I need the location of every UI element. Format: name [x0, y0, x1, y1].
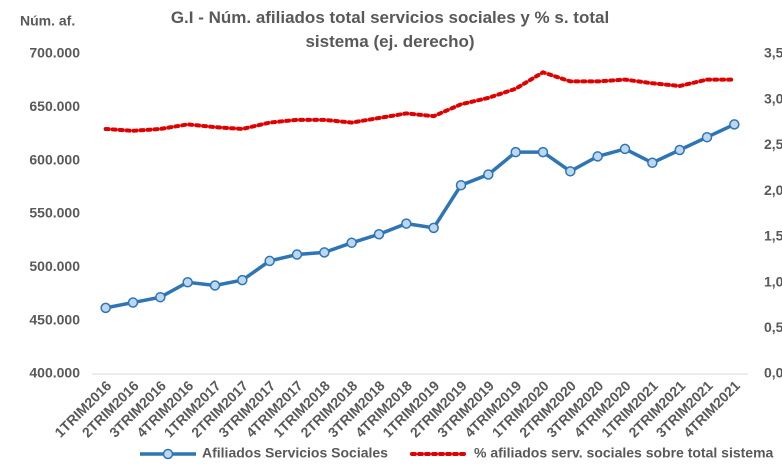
point: [182, 277, 193, 288]
y2-tick-label: 0,5: [764, 319, 782, 335]
point: [100, 302, 111, 314]
point: [155, 291, 166, 303]
point: [647, 157, 658, 169]
point: [346, 237, 357, 249]
y2-tick-label: 1,5: [764, 228, 782, 244]
series-line: [103, 70, 737, 133]
point: [510, 146, 521, 158]
y-tick-label: 600.000: [29, 151, 80, 167]
y-tick-label: 500.000: [29, 258, 80, 274]
legend-label: Afiliados Servicios Sociales: [202, 445, 388, 461]
point: [291, 249, 303, 260]
point: [674, 144, 685, 156]
y-tick-label: 400.000: [29, 365, 80, 381]
point: [319, 247, 330, 258]
point: [565, 166, 576, 177]
point: [592, 151, 603, 162]
y-tick-label: 700.000: [29, 45, 80, 61]
point: [209, 280, 221, 291]
y2-tick-label: 0,0: [764, 365, 782, 381]
point: [619, 143, 631, 155]
legend-label: % afiliados serv. sociales sobre total s…: [474, 445, 774, 461]
point: [127, 297, 139, 308]
legend-marker: [162, 448, 174, 460]
y2-tick-label: 2,0: [764, 182, 782, 198]
point: [455, 179, 467, 191]
y-tick-label: 450.000: [29, 311, 80, 327]
y2-tick-label: 3,5: [764, 45, 782, 61]
point: [373, 229, 385, 240]
y2-tick-label: 2,5: [764, 136, 782, 152]
point: [537, 146, 549, 158]
y2-tick-label: 3,0: [764, 90, 782, 106]
y-axis-label: Núm. af.: [20, 13, 75, 29]
point: [401, 218, 412, 229]
point: [483, 169, 494, 180]
chart-title: G.I - Núm. afiliados total servicios soc…: [170, 8, 610, 51]
series-line: [105, 122, 736, 310]
point: [237, 274, 248, 286]
point: [264, 255, 275, 267]
point: [729, 119, 740, 130]
point: [428, 222, 439, 234]
point: [701, 131, 713, 143]
y-tick-label: 550.000: [29, 205, 80, 221]
y-tick-label: 650.000: [29, 98, 80, 114]
y2-tick-label: 1,0: [764, 273, 782, 289]
